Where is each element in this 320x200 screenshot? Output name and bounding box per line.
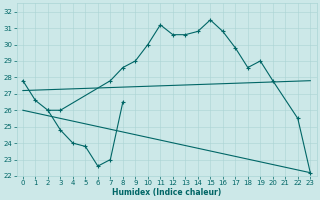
- X-axis label: Humidex (Indice chaleur): Humidex (Indice chaleur): [112, 188, 221, 197]
